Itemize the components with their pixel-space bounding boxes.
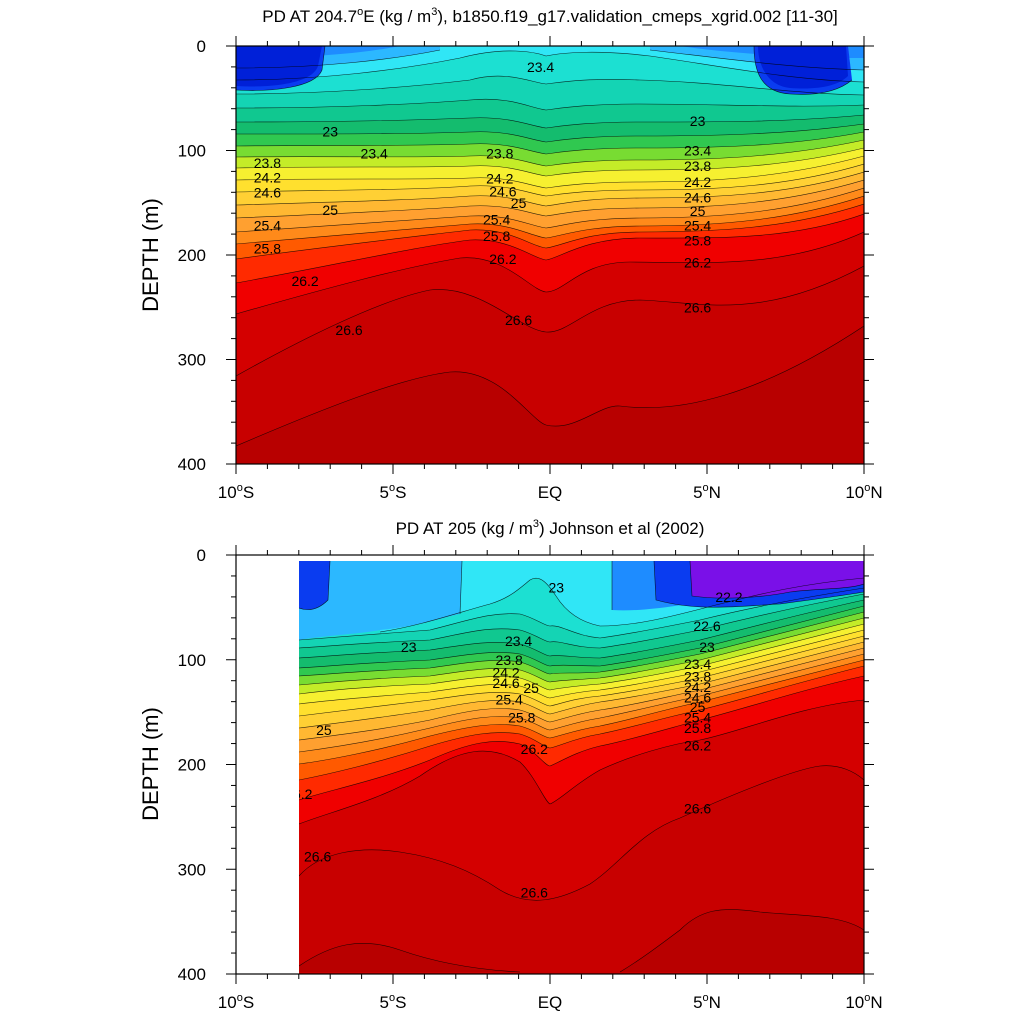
contour-label: 23.4	[684, 656, 711, 672]
contour-label: 26.6	[335, 322, 362, 338]
contour-label: 23.4	[684, 143, 711, 159]
panel-2-y-tick-labels: 0 100 200 300 400	[178, 546, 206, 984]
y-tick-label: 400	[178, 455, 206, 474]
contour-label: 23.8	[486, 146, 513, 162]
contour-label: 26.2	[521, 741, 548, 757]
y-tick-label: 400	[178, 965, 206, 984]
y-tick-label: 100	[178, 142, 206, 161]
y-tick-label: 300	[178, 860, 206, 879]
panel-1-contour-field: 2323.423.824.224.62525.425.826.226.623.4…	[236, 46, 864, 464]
contour-label: 23.4	[505, 633, 532, 649]
y-tick-label: 0	[197, 546, 206, 565]
panel-1-y-axis-label: DEPTH (m)	[138, 198, 163, 312]
contour-label: 25.4	[254, 218, 281, 234]
contour-label: 25.4	[496, 692, 523, 708]
contour-label: 25.8	[254, 241, 281, 257]
x-tick-label: 10oN	[845, 482, 882, 502]
panel-1-y-tick-labels: 0 100 200 300 400	[178, 37, 206, 474]
contour-label: 23.4	[527, 59, 554, 75]
contour-label: 23	[690, 113, 706, 129]
contour-label: 26.6	[684, 299, 711, 315]
y-tick-label: 200	[178, 246, 206, 265]
contour-label: 23.8	[684, 158, 711, 174]
panel-1-x-tick-labels: 10oS 5oS EQ 5oN 10oN	[218, 482, 883, 502]
contour-label: 23.8	[254, 155, 281, 171]
contour-label: 23	[322, 124, 338, 140]
contour-label: 22.2	[715, 589, 742, 605]
y-tick-label: 300	[178, 351, 206, 370]
contour-label: 24.2	[684, 174, 711, 190]
contour-label: 24.6	[489, 183, 516, 199]
contour-label: 24.6	[492, 675, 519, 691]
panel-1-title: PD AT 204.7oE (kg / m3), b1850.f19_g17.v…	[262, 6, 838, 26]
contour-label: 24.2	[684, 679, 711, 695]
contour-label: 26.2	[489, 251, 516, 267]
contour-label: 24.2	[492, 664, 519, 680]
panel-2-y-axis-label: DEPTH (m)	[138, 707, 163, 821]
contour-label: 22.6	[693, 618, 720, 634]
contour-label: 23.8	[684, 669, 711, 685]
contour-label: 25.8	[508, 709, 535, 725]
contour-label: 25.4	[483, 211, 510, 227]
contour-label: 25.8	[260, 767, 287, 783]
panel-1-contour-labels: 2323.423.824.224.62525.425.826.226.623.4…	[254, 59, 712, 338]
x-tick-label: 5oS	[380, 482, 407, 502]
contour-label: 25	[690, 203, 706, 219]
contour-label: 25.8	[684, 720, 711, 736]
x-tick-label: EQ	[538, 993, 563, 1012]
contour-label: 24.6	[684, 689, 711, 705]
contour-label: 23	[401, 639, 417, 655]
contour-label: 25	[690, 699, 706, 715]
x-tick-label: EQ	[538, 483, 563, 502]
x-tick-label: 5oS	[380, 992, 407, 1012]
contour-label: 25.8	[684, 232, 711, 248]
contour-label: 25	[316, 722, 332, 738]
contour-label: 23	[548, 579, 564, 595]
contour-label: 23.8	[496, 652, 523, 668]
contour-label: 24.2	[486, 171, 513, 187]
contour-label: 26.6	[304, 849, 331, 865]
contour-label: 24.2	[254, 170, 281, 186]
panel-2-ticks	[226, 545, 874, 984]
contour-label: 25	[523, 680, 539, 696]
panel-2-x-tick-labels: 10oS 5oS EQ 5oN 10oN	[218, 992, 883, 1012]
panel-1: PD AT 204.7oE (kg / m3), b1850.f19_g17.v…	[138, 6, 883, 502]
contour-label: 26.2	[684, 254, 711, 270]
contour-label: 26.6	[505, 312, 532, 328]
panel-1-ticks	[226, 36, 874, 474]
contour-label: 24.6	[254, 184, 281, 200]
x-tick-label: 10oN	[845, 992, 882, 1012]
contour-label: 23.4	[361, 146, 388, 162]
contour-label: 26.6	[521, 884, 548, 900]
contour-label: 25.8	[483, 228, 510, 244]
x-tick-label: 5oN	[693, 992, 721, 1012]
contour-label: 24.6	[684, 190, 711, 206]
contour-label: 25	[511, 195, 527, 211]
contour-label: 23	[699, 639, 715, 655]
contour-label: 25	[322, 202, 338, 218]
contour-label: 26.2	[285, 786, 312, 802]
x-tick-label: 10oS	[218, 992, 254, 1012]
contour-label: 23.4	[257, 664, 284, 680]
panel-2: PD AT 205 (kg / m3) Johnson et al (2002)	[138, 518, 883, 1012]
contour-label: 26.6	[684, 800, 711, 816]
y-tick-label: 0	[197, 37, 206, 56]
contour-label: 25.4	[684, 218, 711, 234]
y-tick-label: 100	[178, 651, 206, 670]
contour-label: 26.2	[684, 738, 711, 754]
contour-label: 25.4	[247, 744, 274, 760]
contour-label: 25.4	[684, 709, 711, 725]
contour-label: 26.2	[291, 273, 318, 289]
x-tick-label: 5oN	[693, 482, 721, 502]
x-tick-label: 10oS	[218, 482, 254, 502]
y-tick-label: 200	[178, 756, 206, 775]
panel-2-title: PD AT 205 (kg / m3) Johnson et al (2002)	[396, 518, 705, 538]
